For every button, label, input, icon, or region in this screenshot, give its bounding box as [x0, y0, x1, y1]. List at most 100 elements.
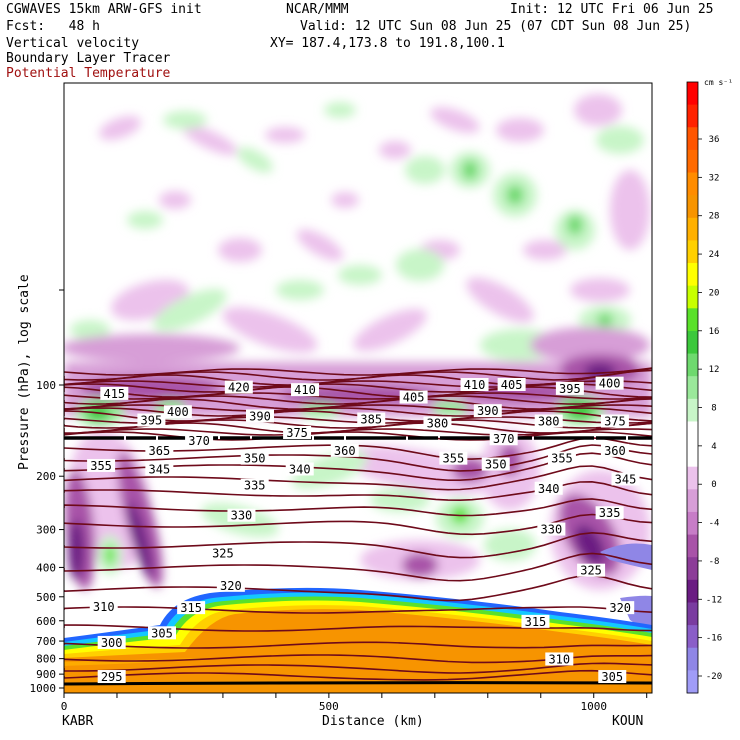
theta-label-bg [148, 626, 176, 640]
theta-label-bg [460, 378, 489, 391]
y-tick-label: 700 [36, 635, 56, 648]
theta-contour-label: 330 [541, 523, 563, 537]
colorbar-swatch [687, 557, 698, 581]
theta-contour [64, 662, 652, 674]
colorbar-tick-label: -20 [706, 672, 722, 682]
colorbar-swatch [687, 240, 698, 264]
x-tick-label: 500 [319, 700, 339, 713]
colorbar-swatch [687, 149, 698, 174]
theta-label-bg [97, 670, 126, 684]
theta-label-bg [489, 432, 518, 446]
colorbar-swatch [687, 398, 698, 422]
y-tick-label: 300 [36, 524, 56, 537]
colorbar-swatch [687, 82, 698, 106]
y-tick-label: 500 [36, 591, 56, 604]
theta-contour-label: 310 [93, 600, 115, 614]
colorbar-swatch [687, 489, 698, 513]
x-tick-label: 0 [61, 700, 68, 713]
theta-contour-label: 335 [244, 479, 266, 493]
theta-contour-label: 375 [604, 415, 626, 429]
colorbar-swatch [687, 127, 698, 151]
colorbar-tick-label: 20 [709, 288, 720, 298]
theta-contour [64, 669, 652, 681]
y-tick-label: 100 [36, 379, 56, 392]
theta-label-bg [555, 381, 584, 395]
y-tick-label: 900 [36, 668, 56, 681]
colorbar-swatch [687, 353, 698, 377]
colorbar-swatch [687, 421, 698, 445]
theta-contour [64, 531, 652, 559]
colorbar-swatch [687, 263, 698, 287]
theta-contour-label: 400 [167, 405, 189, 419]
theta-contour [64, 383, 652, 393]
colorbar-tick-label: 4 [711, 442, 716, 452]
theta-contour-label: 305 [601, 670, 623, 684]
colorbar-swatch [687, 466, 698, 490]
header-institution: NCAR/MMM [286, 2, 349, 17]
x-tick-label: 1000 [580, 700, 607, 713]
theta-label-bg [240, 451, 269, 465]
colorbar-tick-label: -4 [709, 519, 720, 529]
colorbar-tick-label: 16 [709, 327, 720, 337]
theta-label-bg [240, 478, 269, 492]
theta-contour-label: 370 [493, 432, 515, 446]
theta-label-bg [357, 412, 386, 426]
colorbar-tick-label: -16 [706, 634, 722, 644]
colorbar-swatch [687, 376, 698, 400]
theta-contour-label: 305 [151, 626, 173, 640]
header-field-boundary-layer-tracer: Boundary Layer Tracer [6, 51, 171, 66]
theta-contour-label: 390 [249, 409, 271, 423]
theta-label-bg [177, 601, 206, 615]
theta-contour [64, 606, 652, 614]
colorbar-swatch [687, 330, 698, 355]
colorbar-swatch [687, 217, 698, 241]
theta-contour-label: 340 [289, 462, 311, 476]
theta-label-bg [497, 378, 526, 391]
theta-contour [64, 465, 652, 491]
theta-contour-label: 310 [548, 652, 570, 666]
colorbar-unit-label: cm s⁻¹ [704, 78, 733, 87]
theta-contour-label: 325 [212, 547, 234, 561]
theta-contour [64, 392, 652, 400]
theta-label-bg [537, 522, 566, 536]
theta-label-bg [545, 652, 574, 666]
theta-label-bg [285, 462, 314, 476]
header-init-time: Init: 12 UTC Fri 06 Jun 25 [510, 2, 714, 17]
colorbar-frame [686, 81, 699, 694]
colorbar-swatch [687, 195, 698, 219]
theta-label-bg [595, 506, 624, 520]
theta-contour-label: 340 [538, 482, 560, 496]
theta-contour-label: 355 [443, 452, 465, 466]
theta-contour-label: 385 [360, 413, 382, 427]
x-axis-title: Distance (km) [322, 714, 424, 729]
endpoint-left-label: KABR [62, 714, 93, 729]
theta-contour-label: 355 [90, 459, 112, 473]
y-tick-label: 400 [36, 561, 56, 574]
colorbar-swatch [687, 444, 698, 468]
theta-label-bg [227, 508, 256, 522]
theta-label-bg [246, 409, 274, 423]
theta-label-bg [208, 546, 237, 560]
theta-label-bg [481, 457, 510, 471]
theta-contour-label: 350 [244, 452, 266, 466]
theta-label-bg [330, 443, 359, 457]
colorbar-swatch [687, 534, 698, 558]
theta-label-bg [100, 386, 129, 400]
y-tick-label: 800 [36, 653, 56, 666]
theta-label-bg [145, 462, 174, 476]
theta-contour-label: 395 [141, 414, 163, 428]
colorbar-tick-label: 24 [709, 250, 720, 260]
theta-contour [64, 407, 652, 417]
theta-label-bg [89, 599, 118, 613]
y-tick-label: 200 [36, 470, 56, 483]
theta-label-bg [595, 376, 624, 390]
theta-contour-label: 400 [599, 377, 621, 391]
theta-label-bg [473, 404, 502, 418]
header-cross-section-endpoints: XY= 187.4,173.8 to 191.8,100.1 [270, 36, 505, 51]
colorbar-tick-label: 28 [709, 212, 720, 222]
theta-contour [64, 641, 652, 649]
header-forecast-hour: Fcst: 48 h [6, 19, 100, 34]
plot-frame [63, 82, 653, 694]
colorbar-swatch [687, 602, 698, 626]
theta-contour [64, 498, 652, 517]
